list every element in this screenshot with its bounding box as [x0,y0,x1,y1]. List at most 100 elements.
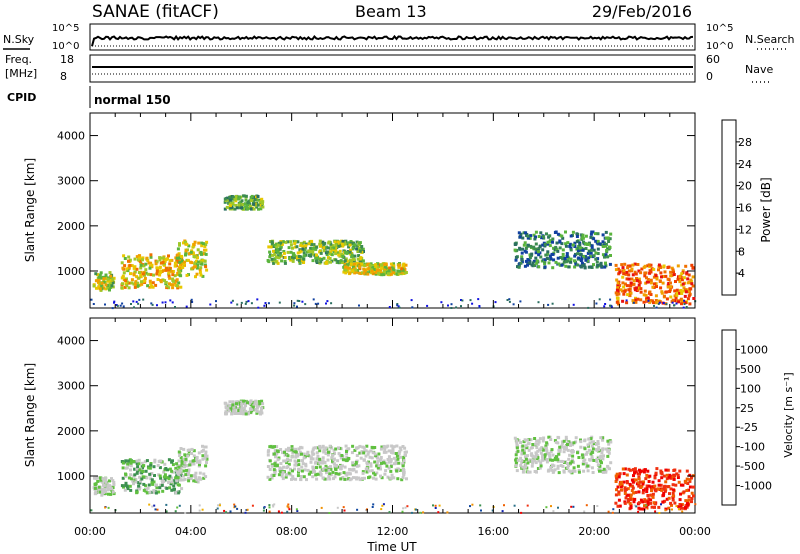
data-cell [284,448,288,452]
y-tick-label: 2000 [57,425,85,438]
data-cell [680,283,684,287]
data-cell [397,305,400,308]
data-cell [520,461,524,464]
data-cell [588,441,592,445]
data-cell [230,412,234,415]
data-cell [571,443,575,447]
data-cell [632,500,636,504]
data-cell [244,194,248,198]
data-cell [680,278,684,282]
data-cell [549,257,553,261]
data-cell [666,283,670,287]
data-cell [154,491,158,495]
data-cell [344,251,348,254]
data-cell [637,481,641,485]
data-cell [130,278,134,282]
data-cell [109,492,113,496]
data-cell [633,262,637,266]
data-cell [522,449,526,453]
data-cell [165,503,168,506]
data-cell [514,458,518,462]
data-cell [307,249,311,253]
data-cell [561,257,565,261]
data-cell [580,261,584,265]
data-cell [685,502,689,506]
data-cell [151,285,155,289]
data-cell [343,262,347,266]
data-cell [519,300,522,303]
data-cell [197,260,201,264]
data-cell [657,268,660,272]
data-cell [383,265,387,269]
data-cell [382,444,386,448]
data-cell [593,232,597,236]
data-cell [127,255,131,259]
data-cell [139,479,142,483]
data-cell [647,299,650,302]
data-cell [119,304,122,307]
data-cell [155,269,159,273]
data-cell [666,277,670,281]
data-cell [319,260,323,264]
data-cell [601,240,605,244]
data-cell [644,281,648,285]
data-cell [100,281,104,285]
data-cell [596,252,600,255]
data-cell [346,471,350,475]
data-cell [569,443,572,447]
data-cell [358,259,362,263]
data-cell [101,477,105,481]
data-cell [541,248,545,252]
data-cell [100,284,104,288]
data-cell [686,289,690,293]
data-cell [326,300,329,303]
data-cell [155,483,158,487]
data-cell [376,466,380,470]
data-cell [618,284,622,287]
data-cell [577,469,581,472]
data-cell [309,253,313,257]
data-cell [362,271,366,275]
data-cell [545,452,549,456]
data-cell [315,466,318,470]
data-cell [641,491,645,495]
data-cell [341,458,345,462]
data-cell [340,464,344,468]
data-cell [382,450,386,454]
data-cell [155,266,159,270]
data-cell [619,288,623,292]
data-cell [138,468,142,472]
data-cell [668,290,672,293]
data-cell [312,468,316,472]
data-cell [272,452,276,456]
data-cell [609,254,612,257]
data-cell [363,263,367,267]
data-cell [638,472,641,476]
data-cell [313,470,317,474]
data-cell [521,465,525,469]
data-cell [564,230,567,234]
data-cell [198,461,202,464]
data-cell [112,492,116,496]
data-cell [240,401,244,405]
data-cell [289,250,293,254]
data-cell [665,473,669,477]
data-cell [244,198,248,202]
data-cell [649,293,653,296]
data-cell [667,506,671,510]
data-cell [650,505,654,509]
data-cell [370,445,374,449]
data-cell [583,447,587,451]
data-cell [343,242,347,246]
data-cell [629,291,633,295]
data-cell [204,475,208,479]
data-cell [146,486,150,490]
data-cell [153,504,156,507]
data-cell [177,450,181,454]
data-cell [199,260,203,264]
data-cell [520,258,524,262]
data-cell [158,474,162,478]
data-cell [297,255,301,258]
data-cell [242,194,246,198]
